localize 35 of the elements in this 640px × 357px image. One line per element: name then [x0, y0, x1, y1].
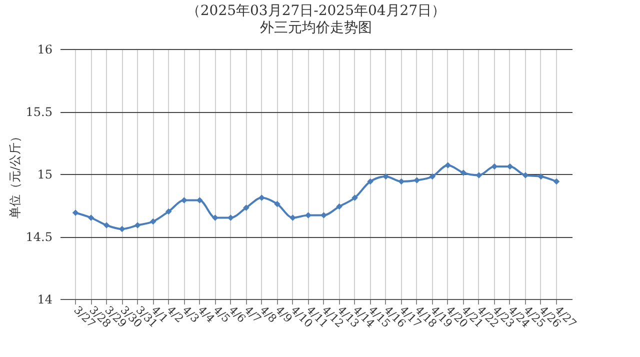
point — [553, 178, 560, 185]
point — [414, 177, 420, 184]
point — [118, 226, 126, 232]
point — [274, 200, 280, 208]
point — [352, 194, 358, 201]
y-axis-title: 单位（元/公斤） — [8, 130, 22, 219]
point — [336, 203, 342, 210]
point — [429, 173, 436, 180]
y-tick-label: 15.5 — [26, 105, 52, 119]
point — [150, 218, 156, 225]
y-tick-label: 15 — [37, 168, 52, 182]
point — [444, 162, 452, 168]
point — [72, 210, 79, 216]
y-tick-label: 16 — [37, 42, 52, 56]
chart-subtitle: 外三元均价走势图 — [260, 20, 372, 36]
point — [212, 214, 218, 221]
point — [367, 178, 374, 185]
y-tick-label: 14 — [37, 292, 53, 306]
point — [228, 214, 234, 221]
y-tick-label: 14.5 — [26, 230, 52, 244]
point — [88, 214, 94, 221]
point — [243, 204, 250, 211]
point — [398, 178, 404, 185]
point — [522, 172, 529, 178]
chart-title: （2025年03月27日-2025年04月27日） — [186, 3, 446, 19]
point — [196, 197, 203, 204]
point — [165, 208, 172, 215]
point — [382, 173, 389, 180]
point — [476, 172, 482, 178]
point — [538, 173, 544, 180]
point — [460, 170, 467, 176]
point — [506, 163, 514, 170]
point — [103, 222, 110, 228]
point — [180, 197, 188, 204]
point — [134, 222, 141, 228]
